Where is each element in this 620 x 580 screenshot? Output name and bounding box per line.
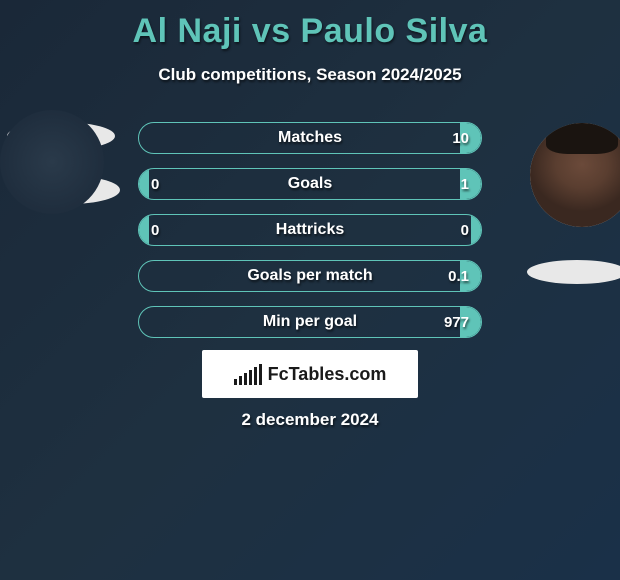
stat-fill-left [139,169,149,199]
stat-value-right: 977 [444,314,469,331]
stat-value-left: 0 [151,176,159,193]
page-title: Al Naji vs Paulo Silva [0,0,620,51]
stat-label: Goals per match [247,267,372,285]
stat-row: Matches 10 [138,122,482,154]
stat-row: Min per goal 977 [138,306,482,338]
logo-bars-icon [234,364,262,385]
stat-label: Hattricks [276,221,344,239]
avatar-right [530,123,620,227]
logo-bar [249,370,252,385]
avatar-right-shadow [527,260,620,284]
footer-date: 2 december 2024 [0,410,620,430]
stat-fill-left [139,215,149,245]
page-subtitle: Club competitions, Season 2024/2025 [0,65,620,85]
stat-label: Min per goal [263,313,357,331]
stat-value-left: 0 [151,222,159,239]
stat-row: Goals per match 0.1 [138,260,482,292]
stat-value-right: 1 [461,176,469,193]
avatar-left [0,110,104,214]
logo-bar [254,367,257,385]
fctables-logo: FcTables.com [202,350,418,398]
stat-label: Goals [288,175,332,193]
logo-bar [244,373,247,385]
avatar-right-face [530,123,620,227]
stats-container: Matches100Goals10Hattricks0Goals per mat… [138,122,482,352]
logo-text: FcTables.com [268,364,387,385]
stat-label: Matches [278,129,342,147]
logo-bar [239,376,242,385]
stat-row: 0 Goals 1 [138,168,482,200]
logo-bar [259,364,262,385]
stat-fill-right [471,215,481,245]
logo-bar [234,379,237,385]
stat-value-right: 10 [452,130,469,147]
stat-row: 0 Hattricks 0 [138,214,482,246]
stat-value-right: 0 [461,222,469,239]
stat-value-right: 0.1 [448,268,469,285]
